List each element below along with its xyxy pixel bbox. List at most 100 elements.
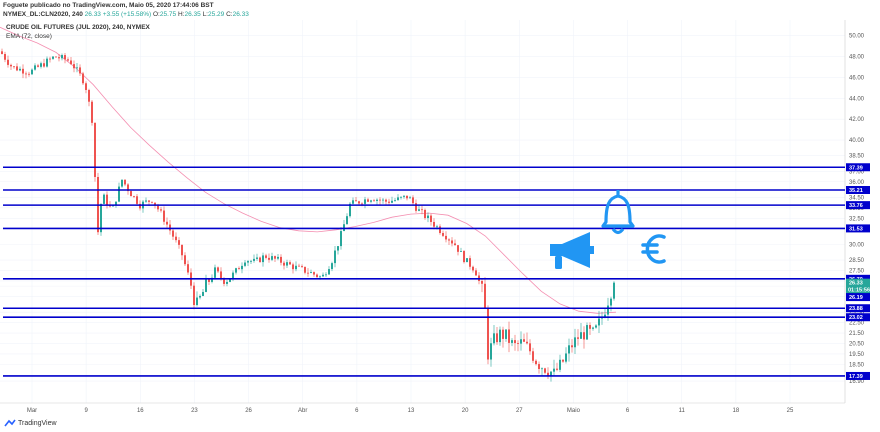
candle-body — [442, 233, 444, 236]
candle-body — [313, 272, 315, 275]
candle-body — [247, 261, 249, 263]
candle-body — [574, 337, 576, 348]
time-tick-label: 18 — [733, 408, 740, 414]
candle-body — [85, 83, 87, 90]
candle-body — [376, 199, 378, 201]
candle-body — [124, 179, 126, 185]
candle-body — [571, 345, 573, 348]
candle-body — [73, 64, 75, 69]
time-tick-label: 27 — [516, 408, 523, 414]
level-tag-label: 31.53 — [849, 226, 863, 232]
candle-body — [454, 243, 456, 246]
candle-body — [589, 325, 591, 329]
candle-body — [82, 73, 84, 84]
candle-body — [67, 59, 69, 61]
high-tag-label: 26.19 — [849, 295, 863, 301]
level-tag — [846, 163, 870, 172]
candle-body — [37, 65, 39, 67]
low-value: 25.29 — [207, 11, 225, 18]
candle-body — [505, 329, 507, 339]
candle-body — [490, 343, 492, 360]
time-tick-label: 11 — [679, 408, 686, 414]
level-tag — [846, 201, 870, 210]
candle-body — [40, 63, 42, 67]
price-tick-label: 50.00 — [849, 34, 865, 40]
price-tick-label: 21.50 — [849, 331, 865, 337]
candle-body — [328, 269, 330, 275]
candle-body — [535, 360, 537, 365]
candle-body — [4, 53, 6, 60]
candle-body — [385, 199, 387, 202]
candle-body — [58, 57, 60, 59]
candle-body — [235, 268, 237, 273]
candle-body — [541, 368, 543, 370]
candle-body — [370, 200, 372, 202]
grid-lines — [0, 20, 845, 403]
candle-body — [514, 340, 516, 344]
candle-body — [469, 258, 471, 267]
plot-area[interactable] — [0, 20, 845, 403]
megaphone-icon — [550, 232, 594, 269]
candle-body — [493, 333, 495, 344]
price-tick-label: 44.00 — [849, 96, 865, 102]
price-tick-label: 46.00 — [849, 75, 865, 81]
time-tick-label: 25 — [787, 408, 794, 414]
candle-body — [319, 276, 321, 278]
candle-body — [250, 260, 252, 262]
price-tick-label: 30.00 — [849, 242, 865, 248]
bell-icon — [601, 190, 635, 235]
candle-body — [64, 55, 66, 60]
candle-body — [415, 203, 417, 211]
candle-body — [310, 272, 312, 274]
price-axis[interactable]: 16.9018.5019.5020.5021.5022.5023.5025.00… — [849, 34, 865, 385]
candle-body — [502, 329, 504, 339]
candle-body — [34, 65, 36, 70]
candle-body — [226, 281, 228, 284]
candle-body — [529, 343, 531, 352]
candle-body — [253, 258, 255, 261]
candle-body — [106, 194, 108, 206]
open-label: O: — [153, 11, 160, 18]
candle-body — [160, 209, 162, 211]
candle-body — [217, 267, 219, 272]
candle-body — [211, 277, 213, 282]
candle-body — [316, 274, 318, 278]
price-tick-label: 32.50 — [849, 216, 865, 222]
candle-body — [154, 202, 156, 206]
candle-body — [163, 210, 165, 222]
candle-body — [277, 256, 279, 259]
candle-body — [553, 368, 555, 372]
legend-title: CRUDE OIL FUTURES (JUL 2020), 240, NYMEX — [6, 24, 150, 31]
candle-body — [433, 221, 435, 227]
candle-body — [394, 200, 396, 201]
candle-body — [568, 345, 570, 354]
candle-body — [133, 196, 135, 197]
level-tag-label: 33.76 — [849, 203, 863, 209]
candle-body — [1, 51, 3, 54]
candle-body — [148, 200, 150, 202]
price-tick-label: 40.00 — [849, 138, 865, 144]
candle-body — [523, 339, 525, 342]
candle-body — [544, 368, 546, 373]
time-tick-label: Maio — [567, 408, 581, 414]
candle-body — [166, 221, 168, 225]
candle-body — [547, 372, 549, 376]
candle-body — [403, 195, 405, 197]
candle-body — [325, 274, 327, 276]
price-tick-label: 16.90 — [849, 379, 865, 385]
symbol-label: NYMEX_DL:CLN2020, 240 — [3, 11, 83, 18]
candle-body — [49, 58, 51, 60]
level-tag — [846, 224, 870, 233]
candle-body — [517, 343, 519, 344]
candle-body — [586, 325, 588, 340]
level-tag-label: 37.39 — [849, 165, 863, 171]
level-tag — [846, 371, 870, 380]
candle-body — [610, 298, 612, 306]
candle-body — [382, 199, 384, 201]
candle-body — [436, 226, 438, 228]
candle-body — [139, 203, 141, 209]
candle-body — [46, 58, 48, 67]
time-axis[interactable]: Mar 9 16 23 26 Abr 6 13 20 27 Maio 6 11 18 25 — [27, 408, 794, 414]
